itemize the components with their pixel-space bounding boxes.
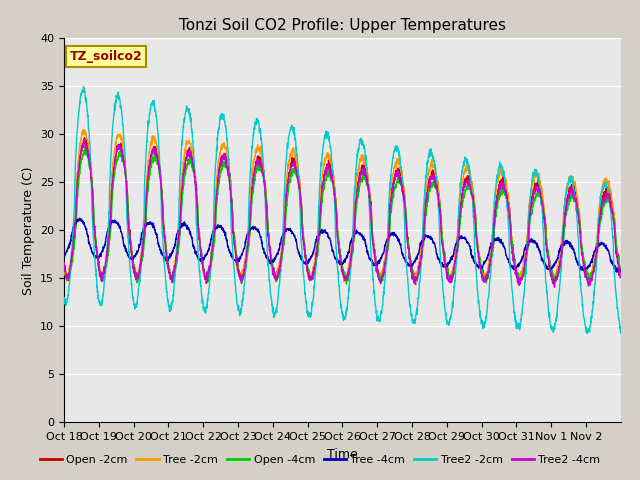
Legend: Open -2cm, Tree -2cm, Open -4cm, Tree -4cm, Tree2 -2cm, Tree2 -4cm: Open -2cm, Tree -2cm, Open -4cm, Tree -4… [35,451,605,469]
Text: TZ_soilco2: TZ_soilco2 [70,50,142,63]
Title: Tonzi Soil CO2 Profile: Upper Temperatures: Tonzi Soil CO2 Profile: Upper Temperatur… [179,18,506,33]
Y-axis label: Soil Temperature (C): Soil Temperature (C) [22,166,35,295]
X-axis label: Time: Time [327,448,358,461]
